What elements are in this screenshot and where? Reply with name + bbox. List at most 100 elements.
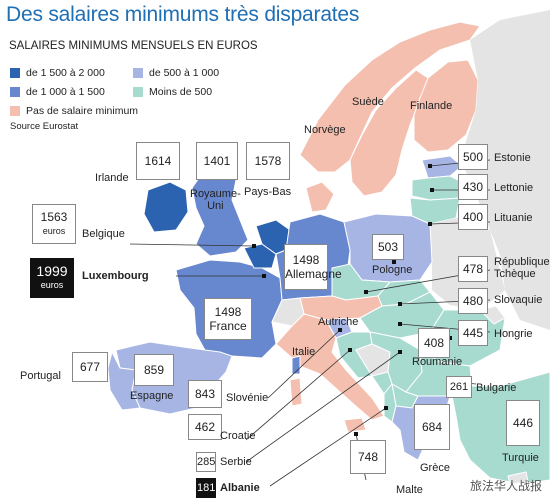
portugal-shape: [107, 350, 141, 411]
country-label-finlande: Finlande: [410, 100, 453, 112]
legend-label: de 1 500 à 2 000: [26, 67, 105, 79]
value-box-pays-bas: 1578: [246, 142, 290, 180]
value-text: 1498: [214, 305, 242, 319]
legend-swatch: [133, 68, 143, 78]
country-label-pays-bas: Pays-Bas: [244, 186, 292, 198]
country-label-estonie: Estonie: [494, 152, 531, 164]
country-label-bulgarie: Bulgarie: [476, 382, 517, 394]
value-text: 684: [421, 420, 443, 434]
country-label-autriche: Autriche: [318, 316, 359, 328]
value-text: 1401: [203, 154, 231, 168]
country-label-turquie: Turquie: [502, 452, 539, 464]
leader-line-albanie: [269, 407, 387, 487]
dot-lituanie: [428, 222, 432, 226]
value-box-luxembourg: 1999 euros: [30, 258, 74, 298]
country-label-irlande: Irlande: [95, 172, 129, 184]
value-text: 1578: [254, 154, 282, 168]
country-label-tcheque: République Tchèque: [494, 256, 550, 280]
dot-belgique: [252, 244, 256, 248]
unit-text: euros: [42, 226, 66, 236]
value-box-tcheque: 478: [458, 256, 488, 282]
value-box-lituanie: 400: [458, 204, 488, 230]
value-box-portugal: 677: [72, 352, 108, 382]
value-box-croatie: 462: [188, 414, 222, 440]
leader-line-slovenie: [267, 329, 341, 399]
finland-shape: [413, 59, 479, 153]
country-label-malte: Malte: [396, 484, 423, 496]
value-text: 445: [462, 326, 484, 340]
country-label-luxembourg: Luxembourg: [82, 270, 149, 282]
value-box-albanie: 181: [196, 478, 216, 498]
value-box-irlande: 1614: [136, 142, 180, 180]
leader-line-croatie: [245, 349, 351, 441]
russia-shape: [460, 10, 550, 330]
value-box-slovenie: 843: [188, 380, 222, 408]
value-text: 285: [197, 456, 216, 468]
value-box-bulgarie: 261: [446, 376, 472, 398]
value-text: 408: [423, 336, 445, 350]
legend-label: Pas de salaire minimum: [26, 105, 139, 117]
switzerland-shape: [271, 297, 305, 327]
value-box-malte: 748: [350, 440, 386, 474]
value-text: 181: [197, 482, 216, 494]
value-box-turquie: 446: [506, 400, 540, 446]
dot-pologne: [392, 260, 396, 264]
dot-malte: [354, 432, 358, 436]
value-box-roumanie: 408: [418, 328, 450, 358]
legend-swatch: [133, 87, 143, 97]
value-box-espagne: 859: [134, 354, 174, 386]
cyprus-shape: [507, 471, 529, 485]
country-label-lettonie: Lettonie: [494, 182, 534, 194]
country-label-slovenie: Slovénie: [226, 392, 269, 404]
country-label-royaume-uni: Royaume- Uni: [190, 188, 241, 212]
dot-slovenie: [338, 328, 342, 332]
country-label-roumanie: Roumanie: [412, 356, 463, 368]
sicily-shape: [343, 417, 367, 433]
map-title: Des salaires minimums très disparates: [6, 3, 360, 26]
value-box-hongrie: 445: [458, 320, 488, 346]
country-label-portugal: Portugal: [20, 370, 61, 382]
dot-tcheque: [364, 290, 368, 294]
value-box-slovaquie: 480: [458, 288, 488, 314]
value-text: 1498: [292, 253, 320, 267]
value-text: 480: [462, 294, 484, 308]
dot-hongrie: [398, 322, 402, 326]
value-text: 478: [462, 262, 484, 276]
value-text: 500: [462, 150, 484, 164]
legend-label: de 1 000 à 1 500: [26, 86, 105, 98]
country-label-belgique: Belgique: [82, 228, 125, 240]
dot-serbie: [398, 350, 402, 354]
dot-croatie: [348, 348, 352, 352]
value-box-allemagne: 1498 Allemagne: [284, 244, 342, 290]
value-box-serbie: 285: [196, 452, 216, 472]
legend-label: Moins de 500: [149, 86, 213, 98]
source-note: Source Eurostat: [10, 121, 79, 132]
dot-slovaquie: [398, 302, 402, 306]
country-label-croatie: Croatie: [220, 430, 256, 442]
dot-estonie: [428, 164, 432, 168]
country-label-grece: Grèce: [420, 462, 450, 474]
country-label-allemagne: Allemagne: [285, 267, 342, 281]
dot-roumanie: [448, 336, 452, 340]
value-box-lettonie: 430: [458, 174, 488, 200]
value-box-pologne: 503: [372, 234, 404, 260]
legend-swatch: [10, 68, 20, 78]
value-text: 446: [512, 416, 534, 430]
value-box-royaume-uni: 1401: [196, 142, 238, 180]
legend-item-500-1000: de 500 à 1 000: [133, 67, 219, 79]
value-text: 843: [194, 387, 216, 401]
leader-line-serbie: [245, 351, 401, 463]
value-text: 1563: [40, 210, 68, 224]
country-label-slovaquie: Slovaquie: [494, 294, 543, 306]
value-text: 503: [377, 240, 399, 254]
value-box-france: 1498 France: [204, 298, 252, 340]
country-label-norvege: Norvège: [304, 124, 346, 136]
value-box-grece: 684: [414, 404, 450, 450]
country-label-france: France: [209, 319, 247, 333]
country-label-serbie: Serbie: [220, 456, 252, 468]
denmark-shape: [305, 181, 335, 213]
legend-item-1500-2000: de 1 500 à 2 000: [10, 67, 105, 79]
value-text: 1614: [144, 154, 172, 168]
legend-swatch: [10, 87, 20, 97]
